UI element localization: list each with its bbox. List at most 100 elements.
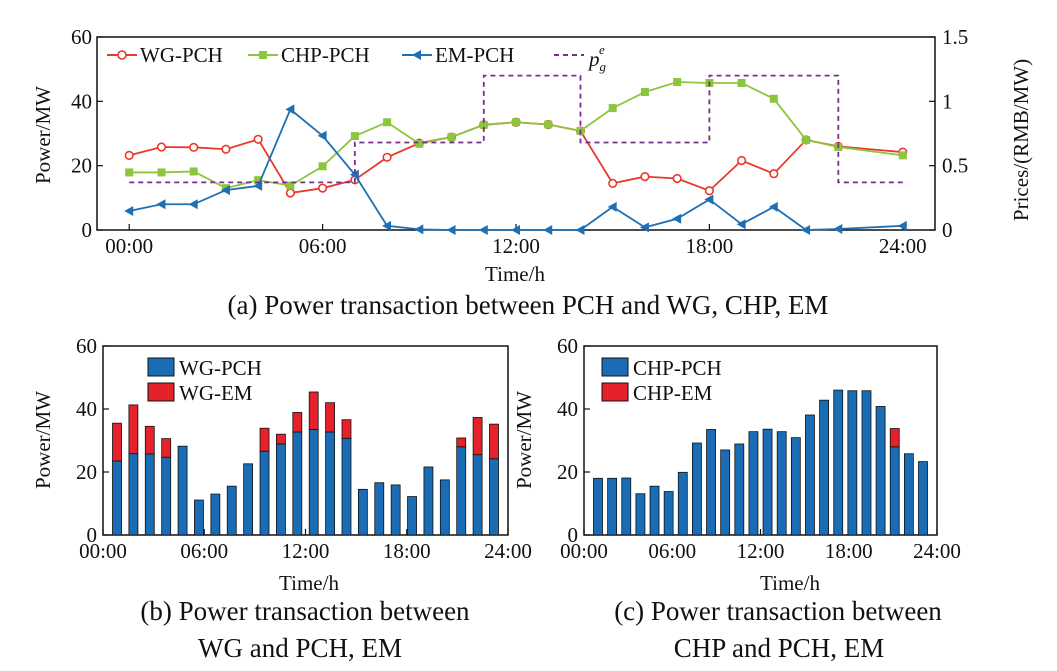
wg-em-bar: [276, 433, 286, 445]
chp-pch-point: [286, 181, 295, 190]
panel-a-plot: [124, 74, 908, 235]
wg-em-bar: [472, 417, 483, 456]
wg-em-bar: [292, 412, 303, 433]
wg-pch-bar: [357, 488, 368, 536]
legend-label-chp-pch: CHP-PCH: [281, 43, 370, 67]
chp-pch-bar: [819, 399, 829, 536]
chp-pch-bar: [790, 437, 801, 536]
chp-pch-point: [415, 139, 424, 148]
wg-pch-bar: [423, 466, 434, 536]
panel-b-caption-line2: WG and PCH, EM: [198, 633, 402, 663]
panel-c-axes: 0 20 40 60 00:00 06:00 12:00 18:00 24:00: [557, 334, 961, 563]
wg-pch-bar: [308, 429, 319, 536]
em-pch-point: [511, 225, 520, 235]
em-pch-series-line: [129, 107, 903, 231]
em-pch-point: [124, 206, 134, 217]
em-pch-point: [414, 224, 424, 235]
chp-pch-point: [125, 168, 134, 177]
em-pch-point: [382, 220, 392, 231]
panel-b-xlabel: Time/h: [279, 571, 339, 595]
wg-pch-bar: [177, 445, 188, 536]
wg-pch-bar: [144, 453, 155, 536]
chp-pch-point: [802, 135, 811, 144]
panel-c-xtick-label: 12:00: [737, 539, 785, 563]
em-pch-point: [897, 220, 907, 231]
legend-label-em-pch: EM-PCH: [435, 43, 514, 67]
em-pch-point: [220, 185, 230, 196]
chp-pch-bar: [720, 449, 731, 536]
wg-em-bar: [161, 438, 172, 458]
chp-pch-point: [383, 118, 392, 127]
wg-em-bar: [112, 422, 122, 462]
panel-b-xtick-label: 12:00: [282, 539, 330, 563]
wg-pch-point: [221, 144, 231, 154]
chp-pch-point: [447, 133, 456, 142]
chp-pch-bar: [649, 485, 660, 536]
wg-pch-bar: [226, 485, 237, 536]
chp-pch-bar: [635, 493, 646, 536]
panel-a: 0 20 40 60 0 0.5 1 1.5 00:00 06:00 12:00 18:00 24:00…: [31, 25, 1033, 320]
panel-b-caption-line1: (b) Power transaction between: [140, 596, 470, 626]
wg-pch-point: [156, 142, 167, 152]
wg-pch-point: [769, 169, 779, 179]
wg-em-bar: [128, 404, 139, 455]
chp-pch-bar: [692, 442, 702, 536]
em-pch-point: [253, 180, 263, 191]
panel-a-y2label: Prices/(RMB/MW): [1009, 59, 1033, 221]
chp-pch-series-line: [129, 81, 903, 190]
legend-label-price: pge: [587, 42, 607, 74]
panel-a-caption: (a) Power transaction between PCH and WG…: [228, 290, 829, 320]
em-pch-point: [349, 169, 359, 180]
chp-pch-point: [512, 118, 520, 127]
panel-b-xtick-label: 00:00: [79, 539, 127, 563]
em-pch-point: [801, 225, 811, 235]
wg-pch-bar: [259, 450, 270, 536]
chp-pch-bar: [861, 390, 872, 536]
chp-pch-bar: [833, 389, 844, 536]
chp-pch-bar: [847, 390, 858, 536]
panel-c-legend: CHP-PCH CHP-EM: [601, 356, 722, 405]
panel-c-xtick-label: 06:00: [648, 539, 696, 563]
panel-a-y2tick-label: 0: [942, 218, 953, 242]
chp-pch-point: [544, 120, 553, 129]
chp-pch-point: [157, 168, 166, 177]
legend-label-chp-pch-c: CHP-PCH: [633, 356, 722, 380]
chp-pch-bar: [776, 431, 787, 536]
chp-pch-point: [737, 78, 746, 87]
chp-pch-bar: [903, 453, 914, 536]
panel-b-ylabel: Power/MW: [31, 391, 55, 489]
chp-pch-bar: [748, 431, 759, 536]
em-pch-point: [188, 199, 198, 210]
chp-pch-bar: [889, 446, 900, 536]
legend-label-wg-pch-b: WG-PCH: [179, 356, 262, 380]
chp-em-bar: [889, 428, 900, 448]
wg-pch-point: [672, 173, 682, 184]
em-pch-point: [672, 213, 682, 224]
panel-a-xtick-label: 12:00: [492, 234, 540, 258]
panel-b-xtick-label: 24:00: [484, 539, 532, 563]
panel-c-caption-line2: CHP and PCH, EM: [674, 633, 885, 663]
chp-pch-bar: [762, 428, 773, 536]
chp-pch-bar: [663, 491, 674, 536]
chp-pch-bar: [805, 414, 815, 536]
panel-b-xtick-label: 06:00: [180, 539, 228, 563]
em-pch-point: [156, 199, 166, 210]
chp-pch-point: [640, 88, 649, 97]
chp-pch-bar: [621, 477, 632, 536]
wg-pch-point: [253, 134, 263, 144]
wg-pch-bar: [472, 454, 483, 536]
em-pch-point: [704, 194, 714, 205]
chp-pch-point: [254, 176, 263, 185]
em-pch-point: [607, 201, 617, 212]
wg-pch-point: [704, 186, 714, 196]
panel-c-xtick-label: 00:00: [560, 539, 608, 563]
panel-a-xtick-label: 06:00: [299, 234, 347, 258]
wg-pch-bar: [112, 460, 122, 536]
panel-b-ytick-label: 60: [76, 334, 97, 358]
panel-a-ytick-label: 40: [71, 89, 92, 113]
em-pch-point: [768, 201, 778, 212]
panel-c-xtick-label: 24:00: [913, 539, 961, 563]
wg-pch-point: [737, 155, 747, 166]
wg-pch-point: [640, 172, 650, 182]
